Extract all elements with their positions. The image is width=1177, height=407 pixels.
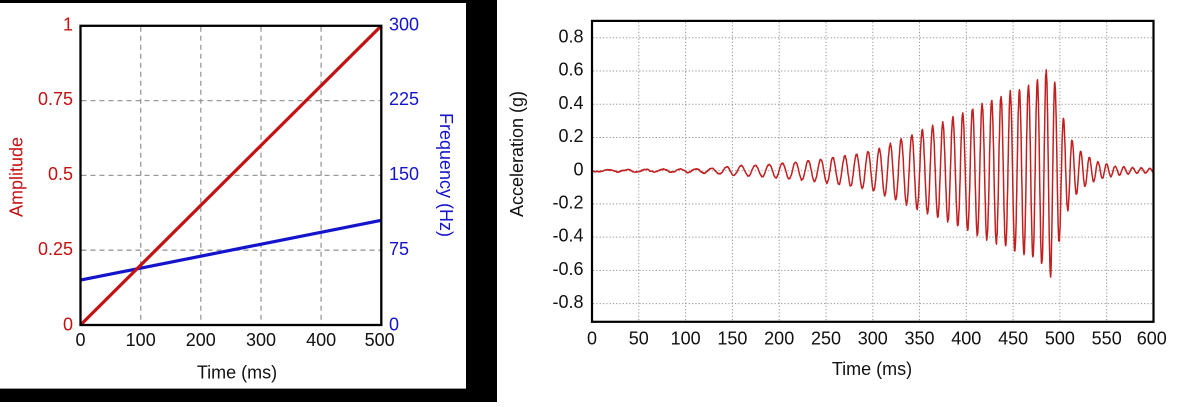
svg-text:200: 200 bbox=[764, 329, 794, 349]
svg-text:Frequency (Hz): Frequency (Hz) bbox=[436, 113, 456, 237]
svg-text:0: 0 bbox=[63, 314, 73, 334]
svg-text:500: 500 bbox=[365, 330, 395, 350]
svg-text:300: 300 bbox=[858, 329, 888, 349]
svg-text:Time (ms): Time (ms) bbox=[197, 363, 277, 383]
svg-text:350: 350 bbox=[904, 329, 934, 349]
svg-text:0.2: 0.2 bbox=[558, 126, 583, 146]
svg-text:0.6: 0.6 bbox=[558, 60, 583, 80]
svg-text:0: 0 bbox=[75, 330, 85, 350]
svg-text:Acceleration (g): Acceleration (g) bbox=[507, 91, 527, 217]
svg-text:0.4: 0.4 bbox=[558, 93, 583, 113]
svg-text:0.5: 0.5 bbox=[48, 164, 73, 184]
svg-text:600: 600 bbox=[1137, 329, 1167, 349]
svg-text:100: 100 bbox=[126, 330, 156, 350]
svg-text:100: 100 bbox=[671, 329, 701, 349]
svg-text:300: 300 bbox=[389, 14, 419, 34]
svg-text:-0.4: -0.4 bbox=[552, 226, 583, 246]
svg-text:500: 500 bbox=[1045, 329, 1075, 349]
svg-text:50: 50 bbox=[629, 329, 649, 349]
svg-text:-0.2: -0.2 bbox=[552, 193, 583, 213]
svg-text:Amplitude: Amplitude bbox=[7, 137, 27, 217]
svg-text:150: 150 bbox=[389, 164, 419, 184]
svg-text:0: 0 bbox=[573, 159, 583, 179]
svg-text:1: 1 bbox=[63, 14, 73, 34]
svg-text:0.8: 0.8 bbox=[558, 26, 583, 46]
svg-text:250: 250 bbox=[811, 329, 841, 349]
svg-text:75: 75 bbox=[389, 239, 409, 259]
svg-text:0.25: 0.25 bbox=[38, 239, 73, 259]
svg-text:-0.8: -0.8 bbox=[552, 292, 583, 312]
svg-text:0.75: 0.75 bbox=[38, 89, 73, 109]
svg-text:450: 450 bbox=[998, 329, 1028, 349]
svg-text:300: 300 bbox=[246, 330, 276, 350]
svg-text:400: 400 bbox=[306, 330, 336, 350]
svg-text:550: 550 bbox=[1092, 329, 1122, 349]
svg-text:150: 150 bbox=[717, 329, 747, 349]
svg-text:-0.6: -0.6 bbox=[552, 259, 583, 279]
svg-text:200: 200 bbox=[186, 330, 216, 350]
svg-text:400: 400 bbox=[951, 329, 981, 349]
svg-text:0: 0 bbox=[389, 314, 399, 334]
svg-text:225: 225 bbox=[389, 89, 419, 109]
svg-text:0: 0 bbox=[587, 329, 597, 349]
svg-text:Time (ms): Time (ms) bbox=[832, 359, 912, 379]
